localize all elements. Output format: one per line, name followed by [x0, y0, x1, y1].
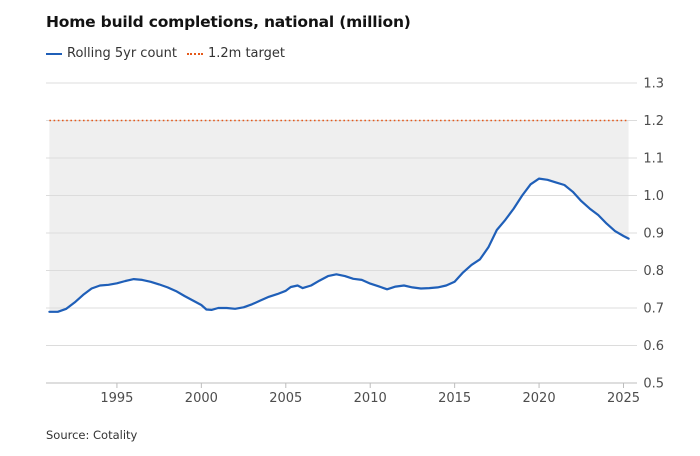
source-note: Source: Cotality	[46, 428, 138, 442]
y-tick-label: 0.7	[643, 302, 664, 317]
gap-shaded-area	[49, 120, 629, 312]
x-tick-label: 2020	[523, 391, 556, 406]
y-tick-label: 1.1	[643, 152, 664, 167]
legend: Rolling 5yr count 1.2m target	[46, 46, 295, 61]
legend-item-target: 1.2m target	[186, 46, 285, 61]
legend-label-rolling: Rolling 5yr count	[67, 46, 177, 61]
y-tick-label: 1.0	[643, 189, 664, 204]
legend-item-rolling: Rolling 5yr count	[46, 46, 177, 61]
x-tick-label: 2010	[354, 391, 387, 406]
y-tick-label: 1.3	[643, 77, 664, 92]
y-tick-label: 0.8	[643, 264, 664, 279]
legend-label-target: 1.2m target	[207, 46, 285, 61]
x-tick-label: 2025	[607, 391, 640, 406]
y-tick-label: 0.5	[643, 377, 664, 392]
series-line-rolling-5yr	[48, 177, 630, 313]
y-tick-label: 1.2	[643, 114, 664, 129]
x-tick-label: 2005	[269, 391, 302, 406]
legend-swatch-target	[186, 52, 203, 55]
x-tick-label: 2015	[438, 391, 471, 406]
legend-swatch-rolling	[46, 52, 62, 55]
x-tick-label: 2000	[185, 391, 218, 406]
y-tick-label: 0.6	[643, 339, 664, 354]
y-tick-label: 0.9	[643, 227, 664, 242]
x-tick-label: 1995	[100, 391, 133, 406]
chart-title: Home build completions, national (millio…	[46, 13, 411, 31]
